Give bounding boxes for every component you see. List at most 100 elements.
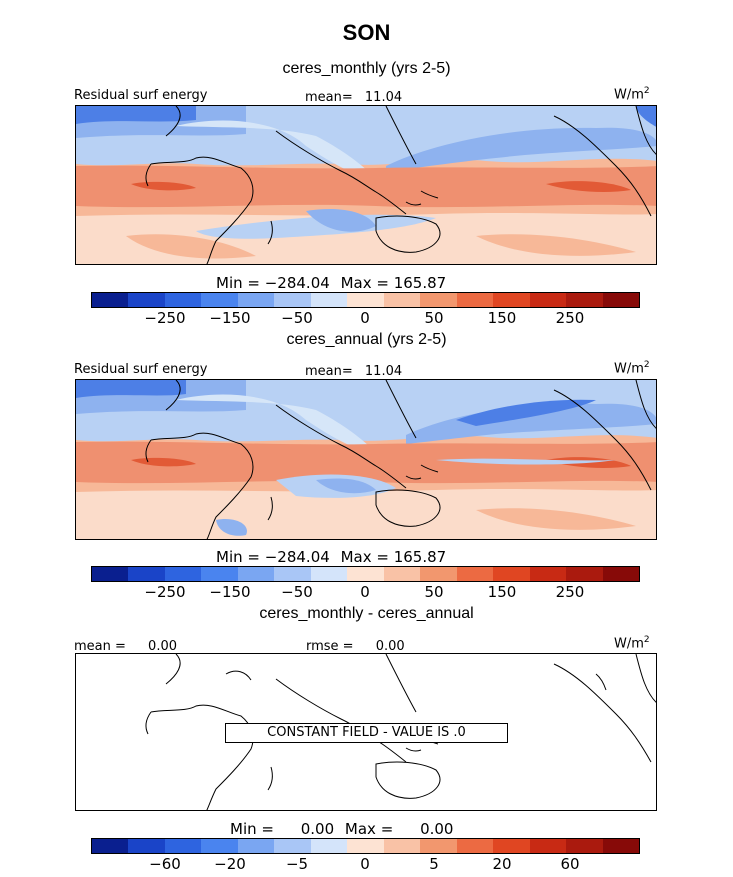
colorbar-swatch (310, 567, 348, 581)
field-region (476, 234, 636, 256)
panel1-max-value: 165.87 (393, 274, 447, 292)
panel3-mean-value: 0.00 (148, 639, 177, 654)
colorbar-swatch (274, 293, 311, 307)
panel2-tick: 0 (360, 583, 370, 601)
field-region (636, 106, 656, 127)
panel1-min-value: −284.04 (264, 274, 330, 292)
colorbar-swatch (347, 567, 384, 581)
panel1-mean: mean= 11.04 (305, 90, 402, 105)
colorbar-swatch (456, 293, 494, 307)
colorbar-swatch (128, 293, 165, 307)
panel3-minmax: Min = 0.00 Max = 0.00 (230, 820, 453, 838)
panel2-mean-value: 11.04 (364, 364, 403, 379)
colorbar-swatch (383, 839, 421, 853)
panel2-tick: −50 (281, 583, 313, 601)
panel1-tick: 250 (555, 309, 585, 327)
panel3-tick: −20 (214, 855, 246, 873)
colorbar-swatch (420, 839, 457, 853)
colorbar-swatch (310, 293, 348, 307)
panel2-max-label: Max = (340, 548, 389, 566)
panel1-field-label: Residual surf energy (74, 88, 208, 103)
field-region (126, 234, 256, 259)
field-region (546, 181, 631, 192)
colorbar-swatch (201, 293, 238, 307)
colorbar-swatch (529, 293, 567, 307)
panel3-tick: −5 (285, 855, 309, 873)
colorbar-swatch (602, 839, 640, 853)
panel3-tick: 5 (429, 855, 439, 873)
colorbar-swatch (128, 567, 165, 581)
colorbar-swatch (92, 293, 129, 307)
panel2-tick: 50 (424, 583, 444, 601)
colorbar-swatch (128, 839, 165, 853)
panel2-tick: −250 (144, 583, 186, 601)
field-region (436, 458, 616, 465)
panel1-map (75, 105, 657, 265)
panel2-field-label: Residual surf energy (74, 362, 208, 377)
panel2-tick: 250 (555, 583, 585, 601)
colorbar-swatch (237, 293, 275, 307)
colorbar-swatch (383, 293, 421, 307)
panel3-colorbar (91, 838, 640, 854)
panel2-mean: mean= 11.04 (305, 364, 402, 379)
panel2-tick: −150 (209, 583, 251, 601)
colorbar-swatch (529, 567, 567, 581)
field-region (76, 380, 186, 398)
panel3-tick: 0 (360, 855, 370, 873)
constant-field-notice: CONSTANT FIELD - VALUE IS .0 (225, 723, 508, 743)
field-region (176, 394, 376, 454)
colorbar-swatch (274, 567, 311, 581)
panel2-units-text: W/m (614, 361, 644, 377)
field-region (386, 127, 656, 172)
colorbar-swatch (602, 293, 640, 307)
season-title: SON (342, 20, 391, 45)
field-region (76, 165, 656, 208)
panel3-rmse-value: 0.00 (375, 639, 405, 654)
panel1-mean-label: mean= (305, 90, 353, 105)
panel1-units: W/m2 (614, 86, 650, 102)
panel2-map-svg (76, 380, 656, 539)
colorbar-swatch (347, 839, 384, 853)
panel1-tick: −250 (144, 309, 186, 327)
panel1-units-text: W/m (614, 87, 644, 103)
panel1-tick: 0 (360, 309, 370, 327)
panel1-tick: −150 (209, 309, 251, 327)
colorbar-swatch (566, 567, 603, 581)
panel1-minmax: Min = −284.04 Max = 165.87 (216, 274, 446, 292)
colorbar-swatch (383, 567, 421, 581)
panel2-units: W/m2 (614, 360, 650, 376)
field-region (316, 478, 376, 494)
panel3-min-value: 0.00 (300, 820, 335, 838)
colorbar-swatch (566, 293, 603, 307)
panel3-tick: −60 (149, 855, 181, 873)
colorbar-swatch (164, 293, 202, 307)
colorbar-swatch (237, 839, 275, 853)
panel3-units-text: W/m (614, 636, 644, 652)
panel1-mean-value: 11.04 (364, 90, 403, 105)
field-region (76, 106, 196, 124)
colorbar-swatch (164, 839, 202, 853)
panel3-max-value: 0.00 (420, 820, 454, 838)
panel3-mean: mean = 0.00 (74, 639, 177, 654)
panel1-tick: −50 (281, 309, 313, 327)
colorbar-swatch (602, 567, 640, 581)
panel2-minmax: Min = −284.04 Max = 165.87 (216, 548, 446, 566)
colorbar-swatch (493, 293, 530, 307)
colorbar-swatch (420, 293, 457, 307)
panel3-units-exp: 2 (643, 635, 650, 645)
colorbar-swatch (92, 567, 129, 581)
colorbar-swatch (493, 567, 530, 581)
panel3-subtitle: ceres_monthly - ceres_annual (259, 605, 474, 622)
colorbar-swatch (201, 567, 238, 581)
panel1-colorbar (91, 292, 640, 308)
colorbar-swatch (310, 839, 348, 853)
panel1-map-svg (76, 106, 656, 264)
panel2-mean-label: mean= (305, 364, 353, 379)
colorbar-swatch (456, 567, 494, 581)
panel1-tick: 50 (424, 309, 444, 327)
colorbar-swatch (529, 839, 567, 853)
colorbar-swatch (164, 567, 202, 581)
panel1-subtitle: ceres_monthly (yrs 2-5) (282, 60, 451, 77)
panel2-min-value: −284.04 (264, 548, 330, 566)
panel1-max-label: Max = (340, 274, 389, 292)
